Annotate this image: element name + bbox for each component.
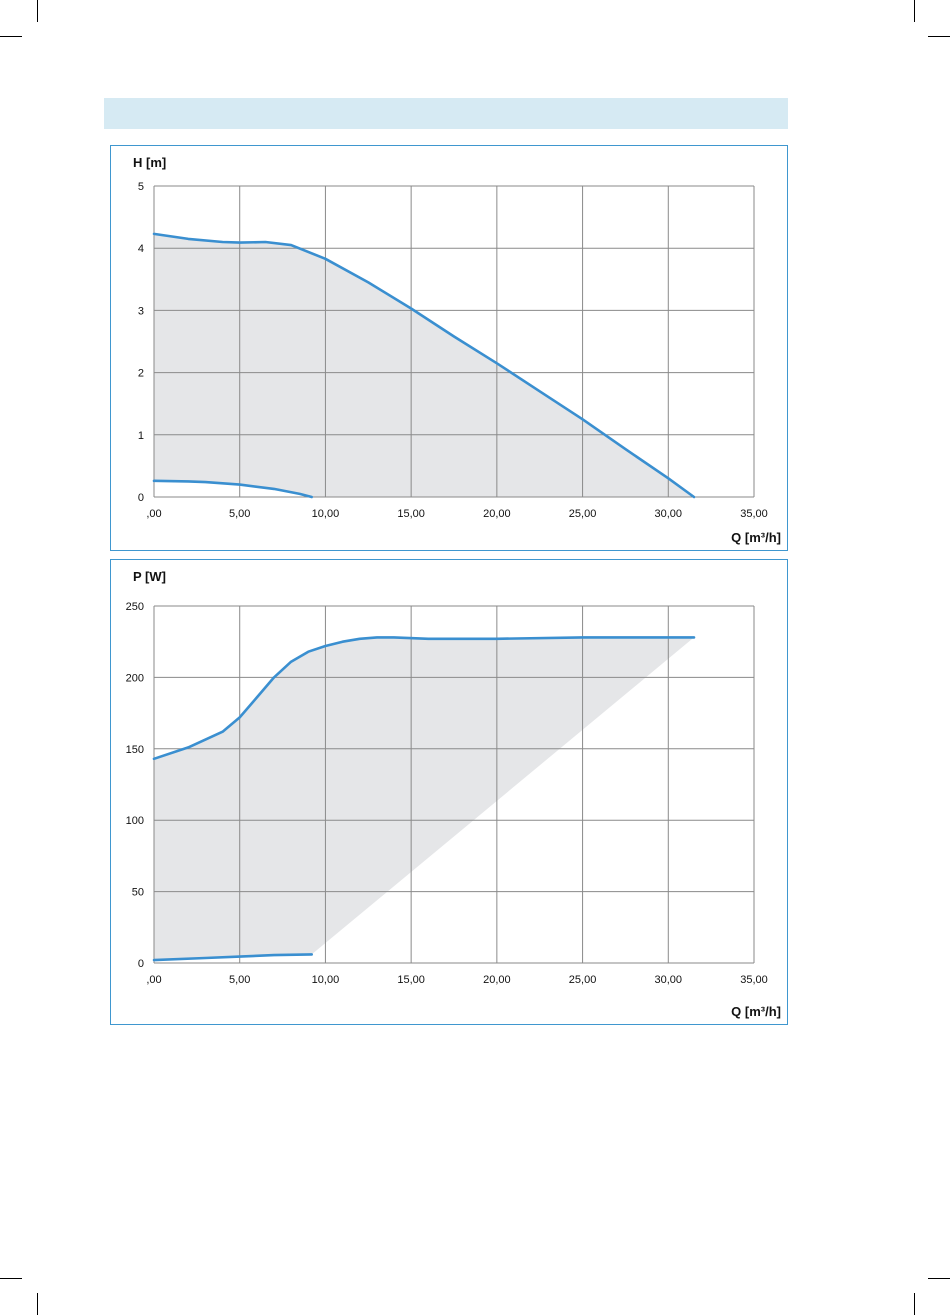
- x-tick-label: 20,00: [483, 974, 511, 986]
- max-curve: [152, 232, 696, 499]
- y-tick-label: 1: [138, 430, 144, 442]
- x-tick-label: 15,00: [397, 508, 425, 520]
- y-tick-label: 150: [126, 744, 144, 756]
- crop-mark: [928, 36, 950, 37]
- x-tick-label: 30,00: [655, 974, 683, 986]
- y-tick-label: 3: [138, 305, 144, 317]
- x-tick-label: 30,00: [655, 508, 683, 520]
- max-curve: [152, 636, 696, 761]
- x-tick-label: 15,00: [397, 974, 425, 986]
- head-chart-panel: H [m] ,00 5,00 10,00 15,00 20,00 25,00 30,00 35…: [110, 145, 788, 551]
- crop-mark: [914, 1293, 915, 1315]
- x-tick-label: 25,00: [569, 508, 597, 520]
- x-tick-label: 35,00: [740, 508, 768, 520]
- power-chart-panel: P [W] ,00 5,00 10,00 15,00 20,00 25,00 30,00 35…: [110, 559, 788, 1025]
- y-tick-label: 100: [126, 815, 144, 827]
- x-axis-label: Q [m³/h]: [731, 1004, 781, 1019]
- y-tick-label: 0: [138, 492, 144, 504]
- min-curve: [152, 479, 313, 499]
- y-axis-label: H [m]: [133, 155, 167, 170]
- x-tick-label: 5,00: [229, 508, 250, 520]
- crop-mark: [37, 1293, 38, 1315]
- y-tick-label: 250: [126, 601, 144, 613]
- crop-mark: [914, 0, 915, 22]
- operating-area: [154, 637, 694, 961]
- y-tick-label: 2: [138, 368, 144, 380]
- x-tick-label: ,00: [146, 974, 161, 986]
- x-tick-label: 35,00: [740, 974, 768, 986]
- crop-mark: [0, 1278, 22, 1279]
- y-tick-label: 50: [132, 887, 144, 899]
- y-axis-label: P [W]: [133, 569, 166, 584]
- x-tick-label: 10,00: [312, 508, 340, 520]
- power-chart: ,00 5,00 10,00 15,00 20,00 25,00 30,00 35,00 0 50…: [126, 601, 768, 986]
- crop-mark: [928, 1278, 950, 1279]
- y-tick-label: 5: [138, 181, 144, 193]
- x-tick-label: 25,00: [569, 974, 597, 986]
- y-tick-label: 4: [138, 243, 144, 255]
- x-axis-label: Q [m³/h]: [731, 530, 781, 545]
- y-tick-label: 0: [138, 958, 144, 970]
- x-tick-label: ,00: [146, 508, 161, 520]
- x-tick-label: 20,00: [483, 508, 511, 520]
- operating-area: [154, 233, 694, 498]
- x-tick-label: 5,00: [229, 974, 250, 986]
- min-curve: [152, 953, 313, 962]
- crop-mark: [0, 36, 22, 37]
- x-tick-label: 10,00: [312, 974, 340, 986]
- y-tick-label: 200: [126, 672, 144, 684]
- header-band: [104, 98, 788, 129]
- head-chart: ,00 5,00 10,00 15,00 20,00 25,00 30,00 35,00 0 1 2…: [138, 181, 768, 520]
- crop-mark: [37, 0, 38, 22]
